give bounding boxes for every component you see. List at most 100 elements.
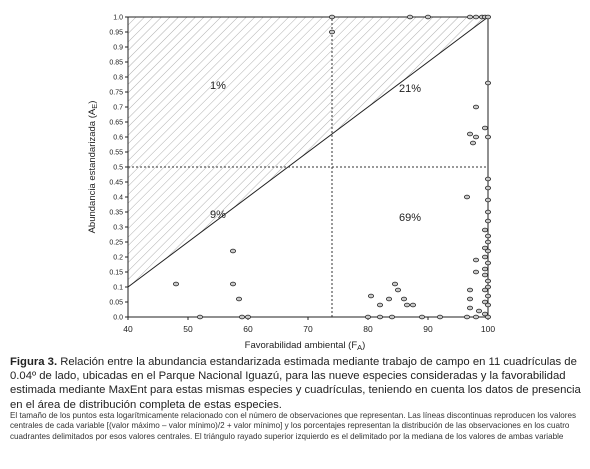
data-point — [484, 185, 491, 191]
data-point — [472, 257, 479, 263]
data-point — [472, 14, 479, 20]
data-point — [484, 248, 491, 254]
data-point — [472, 314, 479, 320]
x-tick-label: 50 — [183, 324, 193, 334]
x-tick-label: 40 — [123, 324, 133, 334]
data-point — [481, 125, 488, 131]
data-point — [409, 302, 416, 308]
data-point — [385, 296, 392, 302]
quadrant-label: 69% — [399, 212, 421, 224]
data-point — [481, 266, 488, 272]
y-tick-label: 0.15 — [109, 270, 123, 277]
y-tick-label: 0.45 — [109, 180, 123, 187]
data-point — [364, 314, 371, 320]
data-point — [484, 80, 491, 86]
x-tick-label: 100 — [481, 324, 495, 334]
data-point — [484, 176, 491, 182]
y-tick-label: 0.75 — [109, 90, 123, 97]
data-point — [484, 293, 491, 299]
data-point — [394, 287, 401, 293]
data-point — [238, 314, 245, 320]
data-points — [172, 14, 491, 320]
data-point — [484, 278, 491, 284]
data-point — [196, 314, 203, 320]
data-point — [463, 314, 470, 320]
x-axis-label: Favorabilidad ambiental (FA) — [245, 340, 366, 350]
data-point — [229, 281, 236, 287]
data-point — [481, 299, 488, 305]
data-point — [367, 293, 374, 299]
y-tick-label: 0.1 — [113, 285, 123, 292]
x-tick-label: 90 — [423, 324, 433, 334]
x-tick-label: 80 — [363, 324, 373, 334]
x-tick-label: 70 — [303, 324, 313, 334]
data-point — [484, 260, 491, 266]
data-point — [484, 197, 491, 203]
data-point — [424, 14, 431, 20]
tick-labels: 0.0 0.05 0.1 0.15 0.2 0.25 0.3 0.35 0.4 0.45 0.5 0.… — [109, 15, 495, 335]
data-point — [484, 302, 491, 308]
y-tick-label: 0.65 — [109, 120, 123, 127]
y-tick-label: 1.0 — [113, 15, 123, 22]
hatched-triangle — [127, 16, 490, 288]
y-tick-label: 0.8 — [113, 75, 123, 82]
data-point — [475, 308, 482, 314]
y-tick-label: 0.05 — [109, 300, 123, 307]
data-point — [484, 239, 491, 245]
data-point — [376, 302, 383, 308]
data-point — [328, 14, 335, 20]
data-point — [466, 14, 473, 20]
data-point — [484, 233, 491, 239]
data-point — [481, 287, 488, 293]
data-point — [400, 296, 407, 302]
data-point — [436, 314, 443, 320]
data-point — [481, 272, 488, 278]
data-point — [466, 287, 473, 293]
data-point — [391, 281, 398, 287]
y-tick-label: 0.0 — [113, 315, 123, 322]
y-tick-label: 0.25 — [109, 240, 123, 247]
data-point — [229, 248, 236, 254]
y-tick-label: 0.9 — [113, 45, 123, 52]
figure-caption: Figura 3. Relación entre la abundancia e… — [10, 355, 582, 412]
y-tick-label: 0.7 — [113, 105, 123, 112]
y-tick-label: 0.3 — [113, 225, 123, 232]
data-point — [235, 296, 242, 302]
quadrant-label: 9% — [210, 209, 226, 221]
data-point — [472, 104, 479, 110]
data-point — [469, 140, 476, 146]
data-point — [388, 314, 395, 320]
scatter-chart: 0.0 0.05 0.1 0.15 0.2 0.25 0.3 0.35 0.4 0.45 0.5 0.… — [87, 14, 495, 351]
y-tick-label: 0.5 — [113, 165, 123, 172]
data-point — [481, 311, 488, 317]
y-tick-label: 0.6 — [113, 135, 123, 142]
data-point — [484, 14, 491, 20]
data-point — [484, 314, 491, 320]
caption-label: Figura 3. — [10, 356, 58, 368]
x-tick-label: 60 — [243, 324, 253, 334]
data-point — [466, 305, 473, 311]
data-point — [403, 302, 410, 308]
data-point — [328, 29, 335, 35]
y-tick-label: 0.55 — [109, 150, 123, 157]
data-point — [172, 281, 179, 287]
data-point — [484, 218, 491, 224]
data-point — [244, 314, 251, 320]
data-point — [484, 284, 491, 290]
quadrant-label: 21% — [399, 83, 421, 95]
quadrant-label: 1% — [210, 80, 226, 92]
data-point — [484, 209, 491, 215]
quadrant-labels: 1% 21% 9% 69% — [210, 80, 421, 224]
y-tick-label: 0.4 — [113, 195, 123, 202]
data-point — [463, 194, 470, 200]
data-point — [484, 134, 491, 140]
y-tick-label: 0.95 — [109, 30, 123, 37]
data-point — [481, 227, 488, 233]
data-point — [472, 269, 479, 275]
data-point — [418, 314, 425, 320]
data-point — [406, 14, 413, 20]
data-point — [481, 254, 488, 260]
y-axis-label: Abundancia estandarizada (AE) — [87, 101, 99, 234]
reference-lines — [128, 17, 488, 317]
caption-text: Relación entre la abundancia estandariza… — [10, 356, 581, 411]
